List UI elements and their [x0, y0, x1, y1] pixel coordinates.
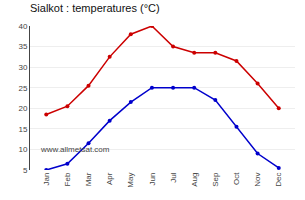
- svg-text:www.allmetsat.com: www.allmetsat.com: [40, 145, 110, 154]
- svg-text:10: 10: [18, 145, 27, 154]
- svg-text:Mar: Mar: [84, 172, 93, 186]
- svg-text:20: 20: [18, 104, 27, 113]
- svg-text:25: 25: [18, 84, 27, 93]
- svg-text:Jan: Jan: [42, 173, 51, 186]
- svg-text:Sialkot : temperatures (°C): Sialkot : temperatures (°C): [30, 2, 160, 14]
- svg-text:30: 30: [18, 63, 27, 72]
- svg-text:40: 40: [18, 22, 27, 31]
- svg-text:Jul: Jul: [169, 172, 178, 182]
- svg-text:Jun: Jun: [148, 173, 157, 186]
- svg-text:15: 15: [18, 125, 27, 134]
- svg-text:Feb: Feb: [63, 172, 72, 186]
- svg-text:35: 35: [18, 42, 27, 51]
- svg-text:Sep: Sep: [211, 172, 220, 187]
- svg-text:Oct: Oct: [232, 172, 241, 185]
- svg-text:5: 5: [23, 166, 28, 175]
- svg-text:Aug: Aug: [190, 173, 199, 187]
- svg-text:Dec: Dec: [274, 173, 283, 187]
- svg-text:May: May: [126, 173, 135, 188]
- svg-text:Apr: Apr: [105, 172, 114, 185]
- svg-text:Nov: Nov: [253, 173, 262, 187]
